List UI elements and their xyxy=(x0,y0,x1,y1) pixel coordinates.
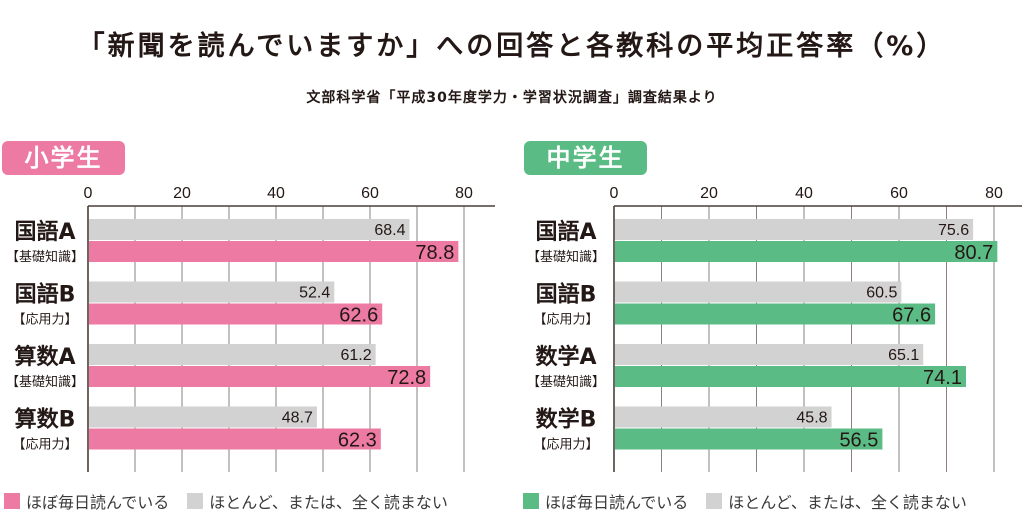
bar-daily-read xyxy=(89,366,431,387)
category-label: 算数B xyxy=(15,407,76,433)
bar-rarely-read xyxy=(615,281,902,303)
data-label: 80.7 xyxy=(954,242,993,264)
legend-elementary: ほぼ毎日読んでいる ほとんど、または、全く読まない xyxy=(4,489,466,513)
category-label: 国語B xyxy=(15,282,76,308)
legend-swatch xyxy=(523,493,539,509)
bar-rarely-read xyxy=(89,344,376,365)
category-label: 国語A xyxy=(535,219,596,245)
bar-daily-read xyxy=(615,303,936,325)
legend-item-daily: ほぼ毎日読んでいる xyxy=(523,489,688,513)
bar-rarely-read xyxy=(615,406,832,428)
x-tick-label: 80 xyxy=(455,185,473,202)
data-label: 75.6 xyxy=(938,222,969,239)
category-sublabel: 【基礎知識】 xyxy=(6,374,84,390)
data-label: 48.7 xyxy=(282,410,313,427)
x-tick-label: 0 xyxy=(610,185,619,202)
category-sublabel: 【基礎知識】 xyxy=(527,249,605,265)
bar-daily-read xyxy=(89,303,383,325)
chart-subtitle: 文部科学省「平成30年度学力・学習状況調査」調査結果より xyxy=(306,90,718,106)
legend-junior-high: ほぼ毎日読んでいる ほとんど、または、全く読まない xyxy=(523,489,985,513)
x-tick-label: 40 xyxy=(795,185,813,202)
category-label: 算数A xyxy=(14,344,75,370)
chart-title: 「新聞を読んでいますか」への回答と各教科の平均正答率（%） xyxy=(77,31,947,62)
legend-item-rarely: ほとんど、または、全く読まない xyxy=(706,489,967,513)
bar-daily-read xyxy=(89,241,459,262)
legend-swatch xyxy=(187,493,204,509)
data-label: 62.6 xyxy=(339,305,378,327)
bar-rarely-read xyxy=(89,281,335,303)
x-tick-label: 60 xyxy=(890,185,908,202)
category-label: 国語A xyxy=(14,219,75,245)
bar-daily-read xyxy=(615,366,966,387)
data-label: 61.2 xyxy=(340,347,371,364)
category-sublabel: 【基礎知識】 xyxy=(6,249,84,265)
legend-swatch xyxy=(4,493,20,509)
category-label: 数学B xyxy=(536,407,597,433)
data-label: 67.6 xyxy=(892,305,931,327)
x-tick-label: 0 xyxy=(84,185,93,202)
bar-rarely-read xyxy=(89,219,410,240)
legend-item-daily: ほぼ毎日読んでいる xyxy=(4,489,169,513)
category-sublabel: 【応用力】 xyxy=(533,313,598,328)
bar-rarely-read xyxy=(615,219,974,240)
legend-label: ほぼ毎日読んでいる xyxy=(545,493,689,512)
category-sublabel: 【基礎知識】 xyxy=(527,374,605,390)
data-label: 56.5 xyxy=(839,430,878,452)
legend-label: ほぼ毎日読んでいる xyxy=(26,493,170,512)
category-label: 数学A xyxy=(535,344,596,370)
category-sublabel: 【応用力】 xyxy=(533,438,598,453)
data-label: 78.8 xyxy=(415,242,454,264)
bar-daily-read xyxy=(615,241,998,262)
x-tick-label: 40 xyxy=(267,185,285,202)
bar-daily-read xyxy=(615,428,883,450)
elementary-panel-badge: 小学生 xyxy=(2,141,125,175)
data-label: 72.8 xyxy=(387,367,426,389)
category-sublabel: 【応用力】 xyxy=(12,438,77,453)
bar-rarely-read xyxy=(89,406,317,428)
category-label: 国語B xyxy=(536,282,597,308)
x-tick-label: 80 xyxy=(985,185,1003,202)
junior-high-panel-badge: 中学生 xyxy=(524,141,647,175)
data-label: 74.1 xyxy=(923,367,962,389)
x-tick-label: 60 xyxy=(361,185,379,202)
data-label: 65.1 xyxy=(888,347,919,364)
x-tick-label: 20 xyxy=(700,185,718,202)
bar-daily-read xyxy=(89,428,381,450)
data-label: 60.5 xyxy=(866,285,897,302)
data-label: 62.3 xyxy=(338,430,377,452)
x-tick-label: 20 xyxy=(173,185,191,202)
data-label: 52.4 xyxy=(299,285,330,302)
legend-swatch xyxy=(706,493,723,509)
legend-label: ほとんど、または、全く読まない xyxy=(209,493,448,512)
legend-label: ほとんど、または、全く読まない xyxy=(728,493,967,512)
bar-rarely-read xyxy=(615,344,924,365)
data-label: 68.4 xyxy=(374,222,405,239)
category-sublabel: 【応用力】 xyxy=(12,313,77,328)
data-label: 45.8 xyxy=(796,410,827,427)
legend-item-rarely: ほとんど、または、全く読まない xyxy=(187,489,448,513)
